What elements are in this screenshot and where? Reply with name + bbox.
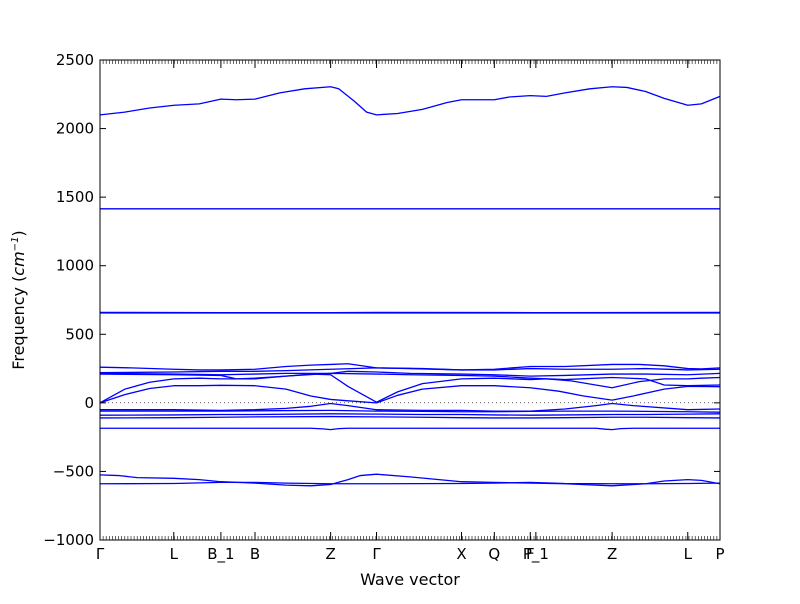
- x-axis-label: Wave vector: [360, 570, 460, 589]
- x-tick-label: Z: [325, 545, 335, 563]
- y-tick-label: 2000: [56, 120, 94, 138]
- x-tick-label: B_1: [207, 545, 234, 564]
- y-axis-label: Frequency (cm−1): [9, 230, 28, 369]
- x-tick-label: X: [456, 545, 466, 563]
- band-line-11: [100, 385, 377, 403]
- band-line-14: [100, 410, 720, 412]
- x-tick-label: Z: [607, 545, 617, 563]
- x-tick-label: P_1: [523, 545, 549, 564]
- plot-area: [100, 87, 720, 486]
- band-line-16: [100, 417, 720, 418]
- band-line-19: [100, 482, 720, 483]
- x-tick-label: B: [250, 545, 260, 563]
- x-tick-label: P: [715, 545, 724, 563]
- y-tick-label: 500: [65, 325, 94, 343]
- band-line-15: [100, 414, 720, 415]
- y-tick-label: −500: [53, 462, 94, 480]
- band-line-13: [100, 404, 720, 412]
- x-tick-label: L: [684, 545, 693, 563]
- y-tick-label: 1000: [56, 257, 94, 275]
- x-tick-label: L: [170, 545, 179, 563]
- x-tick-label: Γ: [96, 545, 105, 563]
- y-tick-label: 2500: [56, 51, 94, 69]
- y-tick-label: 1500: [56, 188, 94, 206]
- x-tick-label: Q: [488, 545, 500, 563]
- band-line-17: [100, 428, 720, 429]
- band-line-12: [377, 386, 720, 403]
- band-line-1: [100, 87, 720, 115]
- plot-frame: [100, 60, 720, 540]
- x-tick-label: Γ: [372, 545, 381, 563]
- y-tick-label: 0: [84, 394, 94, 412]
- y-tick-label: −1000: [43, 531, 94, 549]
- band-line-9: [100, 374, 377, 403]
